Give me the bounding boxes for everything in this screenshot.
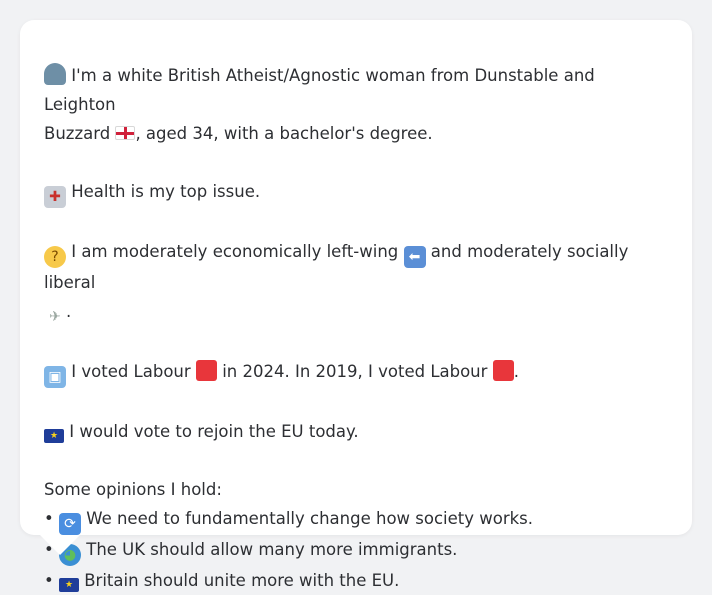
health-paragraph: ✚ Health is my top issue. — [44, 177, 668, 208]
dove-icon: ✈ — [49, 309, 61, 325]
england-flag-icon — [115, 126, 136, 140]
vote-paragraph: ▣ I voted Labour in 2024. In 2019, I vot… — [44, 357, 668, 388]
vote-text-b: in 2024. In 2019, I voted Labour — [222, 362, 488, 381]
opinions-header: Some opinions I hold: — [44, 480, 222, 499]
eu-flag-icon: ★ — [44, 429, 64, 443]
intro-text-a: I'm a white British Atheist/Agnostic wom… — [44, 66, 595, 114]
bullet: • — [44, 571, 54, 590]
bullet: • — [44, 509, 54, 528]
vote-text-c: . — [513, 362, 519, 381]
thinking-face-icon: ? — [44, 246, 66, 268]
econ-text-a: I am moderately economically left-wing — [71, 242, 399, 261]
intro-text-c: , aged 34, with a bachelor's degree. — [135, 124, 433, 143]
opinions-list: Some opinions I hold: • ⟳ We need to fun… — [44, 475, 668, 595]
arrows-cycle-icon: ⟳ — [58, 513, 81, 535]
intro-paragraph: I'm a white British Atheist/Agnostic wom… — [44, 61, 668, 148]
speech-bubble-tail — [40, 535, 80, 555]
red-square-icon — [195, 360, 217, 381]
opinion-item: We need to fundamentally change how soci… — [86, 509, 534, 528]
vote-text-a: I voted Labour — [71, 362, 191, 381]
red-square-icon — [492, 360, 514, 381]
health-text: Health is my top issue. — [71, 182, 261, 201]
hospital-icon: ✚ — [44, 186, 66, 208]
econ-text-b: and moderately socially liberal — [44, 242, 629, 292]
person-icon — [44, 63, 66, 85]
opinion-item: Britain should unite more with the EU. — [84, 571, 400, 590]
left-arrow-icon: ⬅ — [403, 246, 426, 268]
eu-flag-icon: ★ — [58, 578, 79, 592]
opinion-item: The UK should allow many more immigrants… — [86, 540, 458, 559]
eu-text: I would vote to rejoin the EU today. — [69, 422, 359, 441]
eu-paragraph: ★ I would vote to rejoin the EU today. — [44, 417, 668, 446]
economics-paragraph: ? I am moderately economically left-wing… — [44, 237, 668, 328]
intro-text-b: Buzzard — [44, 124, 111, 143]
ballot-box-icon: ▣ — [44, 366, 66, 388]
profile-card: I'm a white British Atheist/Agnostic wom… — [20, 20, 692, 592]
econ-text-c: . — [66, 302, 72, 321]
